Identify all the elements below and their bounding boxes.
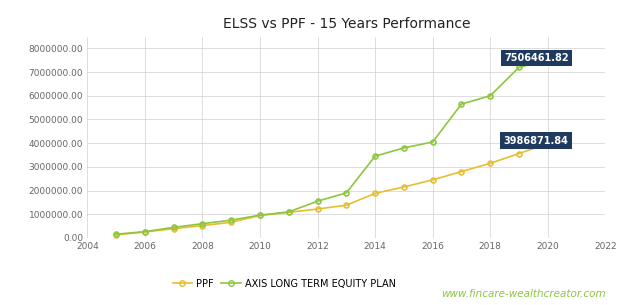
PPF bbox=[314, 207, 321, 211]
PPF bbox=[228, 221, 235, 224]
Title: ELSS vs PPF - 15 Years Performance: ELSS vs PPF - 15 Years Performance bbox=[223, 17, 470, 31]
AXIS LONG TERM EQUITY PLAN bbox=[256, 213, 264, 217]
PPF bbox=[112, 233, 120, 237]
PPF bbox=[429, 178, 436, 182]
AXIS LONG TERM EQUITY PLAN bbox=[457, 102, 465, 106]
Line: AXIS LONG TERM EQUITY PLAN: AXIS LONG TERM EQUITY PLAN bbox=[114, 58, 550, 237]
PPF bbox=[457, 170, 465, 174]
AXIS LONG TERM EQUITY PLAN bbox=[429, 140, 436, 144]
Text: 7506461.82: 7506461.82 bbox=[504, 53, 568, 63]
PPF bbox=[400, 185, 407, 189]
PPF bbox=[285, 210, 293, 214]
AXIS LONG TERM EQUITY PLAN bbox=[400, 146, 407, 150]
AXIS LONG TERM EQUITY PLAN bbox=[285, 210, 293, 214]
PPF bbox=[487, 161, 494, 165]
PPF bbox=[256, 214, 264, 217]
AXIS LONG TERM EQUITY PLAN bbox=[544, 58, 552, 62]
AXIS LONG TERM EQUITY PLAN bbox=[487, 94, 494, 98]
Line: PPF: PPF bbox=[114, 141, 550, 237]
PPF bbox=[515, 152, 523, 156]
Legend: PPF, AXIS LONG TERM EQUITY PLAN: PPF, AXIS LONG TERM EQUITY PLAN bbox=[168, 275, 399, 293]
PPF bbox=[198, 224, 206, 228]
PPF bbox=[544, 142, 552, 145]
AXIS LONG TERM EQUITY PLAN bbox=[170, 225, 177, 229]
AXIS LONG TERM EQUITY PLAN bbox=[515, 66, 523, 69]
Text: 3986871.84: 3986871.84 bbox=[504, 136, 568, 146]
PPF bbox=[343, 203, 350, 207]
AXIS LONG TERM EQUITY PLAN bbox=[228, 218, 235, 222]
AXIS LONG TERM EQUITY PLAN bbox=[371, 154, 379, 158]
AXIS LONG TERM EQUITY PLAN bbox=[112, 232, 120, 236]
Text: www.fincare-wealthcreator.com: www.fincare-wealthcreator.com bbox=[441, 289, 605, 299]
AXIS LONG TERM EQUITY PLAN bbox=[141, 230, 149, 233]
AXIS LONG TERM EQUITY PLAN bbox=[343, 191, 350, 195]
AXIS LONG TERM EQUITY PLAN bbox=[198, 222, 206, 225]
PPF bbox=[141, 230, 149, 234]
AXIS LONG TERM EQUITY PLAN bbox=[314, 199, 321, 203]
PPF bbox=[371, 192, 379, 195]
PPF bbox=[170, 227, 177, 231]
